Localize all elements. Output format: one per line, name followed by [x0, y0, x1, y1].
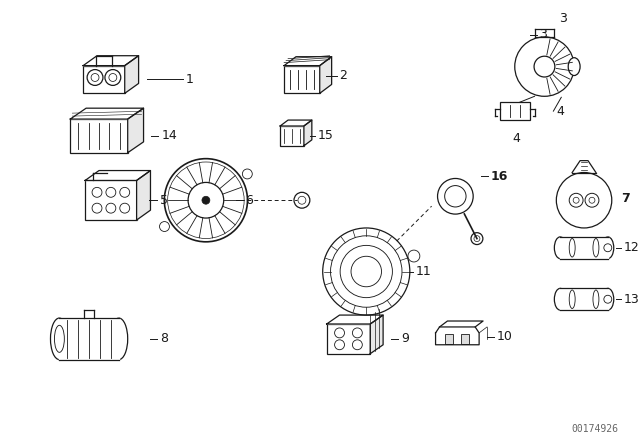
Bar [500, 102, 530, 120]
Circle shape [330, 236, 402, 307]
Text: 3: 3 [540, 28, 547, 41]
Circle shape [335, 328, 344, 338]
Polygon shape [136, 171, 150, 220]
Text: 15: 15 [318, 129, 333, 142]
Circle shape [351, 256, 381, 287]
Text: 1: 1 [186, 73, 194, 86]
Text: 00174926: 00174926 [572, 424, 619, 434]
Polygon shape [284, 57, 332, 65]
Circle shape [188, 182, 224, 218]
Text: 4: 4 [556, 105, 564, 118]
Circle shape [243, 169, 252, 179]
Circle shape [120, 203, 130, 213]
Bar [445, 334, 453, 344]
Polygon shape [125, 56, 139, 93]
Text: 16: 16 [491, 170, 508, 183]
Text: 4: 4 [513, 132, 521, 145]
Ellipse shape [110, 318, 128, 360]
Circle shape [202, 196, 210, 204]
Circle shape [335, 340, 344, 350]
Circle shape [438, 178, 473, 214]
Polygon shape [83, 56, 139, 65]
Circle shape [471, 233, 483, 245]
Ellipse shape [554, 237, 566, 258]
Bar [326, 324, 370, 353]
Circle shape [323, 228, 410, 315]
Polygon shape [370, 315, 383, 353]
Polygon shape [128, 108, 143, 153]
Text: 6: 6 [246, 194, 253, 207]
Text: 14: 14 [161, 129, 177, 142]
Circle shape [87, 69, 103, 86]
Bar [83, 65, 125, 93]
Text: 2: 2 [340, 69, 348, 82]
Polygon shape [560, 289, 608, 310]
Circle shape [604, 295, 612, 303]
Bar [70, 119, 128, 153]
Circle shape [106, 203, 116, 213]
Circle shape [585, 194, 599, 207]
Text: 5: 5 [161, 194, 168, 207]
Polygon shape [304, 120, 312, 146]
Ellipse shape [568, 58, 580, 76]
Circle shape [515, 37, 574, 96]
Polygon shape [280, 120, 312, 126]
Circle shape [353, 340, 362, 350]
Circle shape [534, 56, 555, 77]
Text: 10: 10 [497, 330, 513, 343]
Circle shape [353, 328, 362, 338]
Circle shape [556, 172, 612, 228]
Circle shape [106, 187, 116, 197]
Bar [284, 65, 320, 93]
Ellipse shape [602, 237, 614, 258]
Polygon shape [436, 327, 479, 345]
Circle shape [569, 194, 583, 207]
Text: 9: 9 [401, 332, 409, 345]
Polygon shape [85, 171, 150, 181]
Polygon shape [70, 108, 143, 119]
Circle shape [92, 187, 102, 197]
Polygon shape [560, 237, 608, 258]
Polygon shape [326, 315, 383, 324]
Circle shape [340, 246, 392, 297]
Text: 8: 8 [161, 332, 168, 345]
Text: 13: 13 [623, 293, 639, 306]
Bar [85, 181, 136, 220]
Ellipse shape [51, 318, 68, 360]
Circle shape [604, 244, 612, 252]
Bar [461, 334, 469, 344]
Circle shape [120, 187, 130, 197]
Ellipse shape [554, 289, 566, 310]
Circle shape [294, 192, 310, 208]
Bar [280, 126, 304, 146]
Text: 12: 12 [623, 241, 639, 254]
Circle shape [164, 159, 248, 242]
Circle shape [408, 250, 420, 262]
Polygon shape [60, 318, 119, 360]
Text: 7: 7 [621, 192, 629, 205]
Ellipse shape [602, 289, 614, 310]
Circle shape [105, 69, 121, 86]
Circle shape [92, 203, 102, 213]
Text: 3: 3 [559, 12, 567, 25]
Circle shape [159, 222, 170, 232]
Circle shape [445, 185, 466, 207]
Polygon shape [320, 57, 332, 93]
Text: 11: 11 [416, 265, 431, 278]
